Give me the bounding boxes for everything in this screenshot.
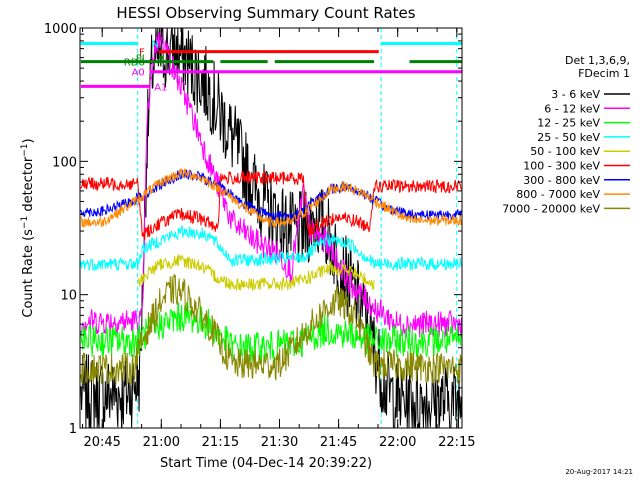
flag-label: N bbox=[151, 40, 158, 51]
x-tick-label: 21:15 bbox=[202, 435, 239, 450]
flag-label: A0 bbox=[132, 68, 145, 79]
x-axis-label: Start Time (04-Dec-14 20:39:22) bbox=[160, 456, 372, 471]
ylabel-sup: −1 bbox=[20, 216, 30, 229]
series-line-8 bbox=[80, 273, 462, 386]
series-line-4 bbox=[137, 254, 375, 291]
ylabel-sup: −1 bbox=[20, 143, 30, 156]
y-tick-label: 1000 bbox=[44, 22, 77, 37]
legend-label: 100 - 300 keV bbox=[523, 160, 600, 173]
x-tick-label: 21:30 bbox=[261, 435, 298, 450]
legend-header-line: Det 1,3,6,9, bbox=[565, 54, 630, 67]
vertical-markers bbox=[137, 28, 458, 428]
legend-label: 300 - 800 keV bbox=[523, 174, 600, 187]
series-group bbox=[80, 27, 462, 429]
ylabel-part: Count Rate (s bbox=[21, 229, 36, 318]
y-axis-label: Count Rate (s−1 detector−1) bbox=[20, 138, 36, 317]
x-axis-ticks: 20:45 21:00 21:15 21:30 21:45 22:00 22:15 bbox=[82, 28, 476, 450]
legend-label: 800 - 7000 keV bbox=[516, 188, 600, 201]
y-tick-label: 1 bbox=[69, 422, 77, 437]
x-tick-label: 22:15 bbox=[438, 435, 475, 450]
flag-label: PI bbox=[136, 54, 145, 65]
legend-header-line: FDecim 1 bbox=[578, 67, 630, 80]
x-tick-label: 20:45 bbox=[83, 435, 120, 450]
y-tick-label: 100 bbox=[52, 155, 77, 170]
legend-label: 25 - 50 keV bbox=[537, 131, 600, 144]
flag-label: RD6 bbox=[124, 58, 145, 69]
footer-date: 20-Aug-2017 14:21 bbox=[565, 468, 633, 476]
ylabel-part: ) bbox=[21, 138, 36, 143]
x-tick-label: 21:00 bbox=[143, 435, 180, 450]
series-line-3 bbox=[80, 225, 462, 272]
legend-label: 6 - 12 keV bbox=[544, 102, 600, 115]
flag-label: F bbox=[139, 48, 145, 59]
ylabel-part: detector bbox=[21, 156, 36, 216]
legend-label: 12 - 25 keV bbox=[537, 117, 600, 130]
flag-label: A1 bbox=[154, 82, 167, 93]
x-tick-label: 21:45 bbox=[320, 435, 357, 450]
y-tick-label: 10 bbox=[60, 289, 77, 304]
plot-frame bbox=[79, 27, 463, 429]
legend-label: 7000 - 20000 keV bbox=[502, 202, 600, 215]
legend-label: 3 - 6 keV bbox=[551, 88, 600, 101]
x-tick-label: 22:00 bbox=[379, 435, 416, 450]
series-line-5 bbox=[80, 170, 462, 241]
legend-label: 50 - 100 keV bbox=[530, 145, 600, 158]
y-axis-ticks: 1 10 100 1000 bbox=[44, 22, 462, 437]
series-line-7 bbox=[80, 168, 462, 229]
chart-title: HESSI Observing Summary Count Rates bbox=[116, 4, 415, 22]
